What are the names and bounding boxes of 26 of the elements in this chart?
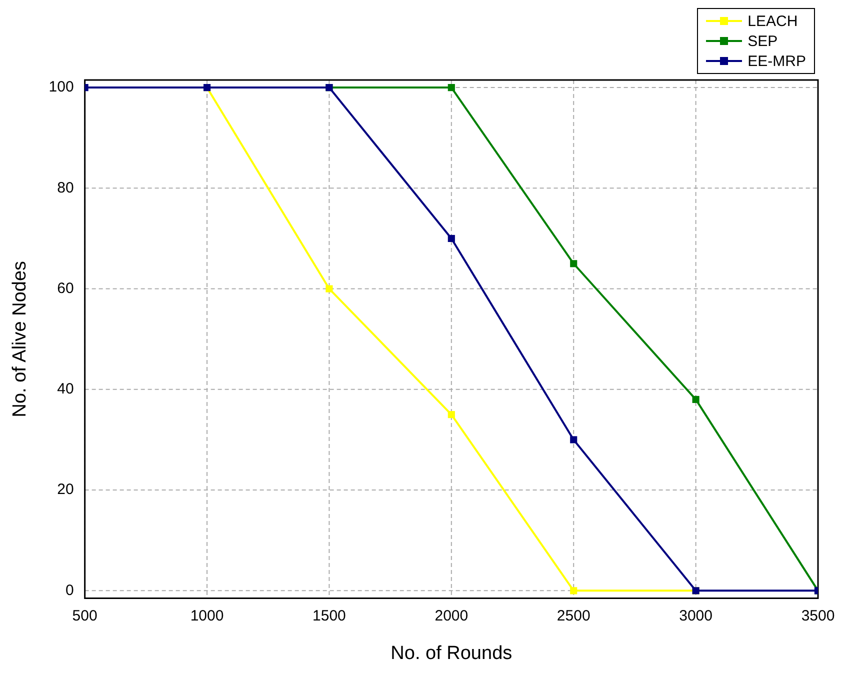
x-tick-label: 500 bbox=[72, 607, 98, 624]
point bbox=[448, 234, 455, 242]
point bbox=[570, 260, 578, 268]
x-tick-label: 2500 bbox=[556, 607, 590, 624]
point bbox=[692, 396, 700, 404]
x-tick-label: 1500 bbox=[312, 607, 346, 624]
y-axis-title: No. of Alive Nodes bbox=[10, 260, 31, 418]
y-tick-label: 0 bbox=[65, 582, 74, 599]
point bbox=[326, 285, 333, 292]
x-tick-label: 3000 bbox=[679, 607, 712, 624]
legend-label: EE-MRP bbox=[748, 52, 806, 70]
y-tick-label: 20 bbox=[57, 481, 74, 498]
point bbox=[570, 587, 578, 594]
x-tick-label: 2000 bbox=[434, 607, 468, 624]
point bbox=[570, 436, 578, 444]
y-tick-label: 80 bbox=[57, 179, 74, 196]
y-tick-label: 40 bbox=[57, 380, 74, 398]
y-tick-label: 100 bbox=[48, 78, 74, 96]
x-tick-label: 1000 bbox=[190, 607, 224, 624]
x-axis-title: No. of Rounds bbox=[390, 642, 512, 664]
x-tick-label: 3500 bbox=[801, 607, 835, 624]
point bbox=[448, 84, 455, 92]
legend-label: SEP bbox=[748, 32, 778, 50]
point bbox=[448, 411, 455, 418]
y-tick-label: 60 bbox=[57, 280, 74, 297]
legend-label: LEACH bbox=[748, 12, 798, 30]
